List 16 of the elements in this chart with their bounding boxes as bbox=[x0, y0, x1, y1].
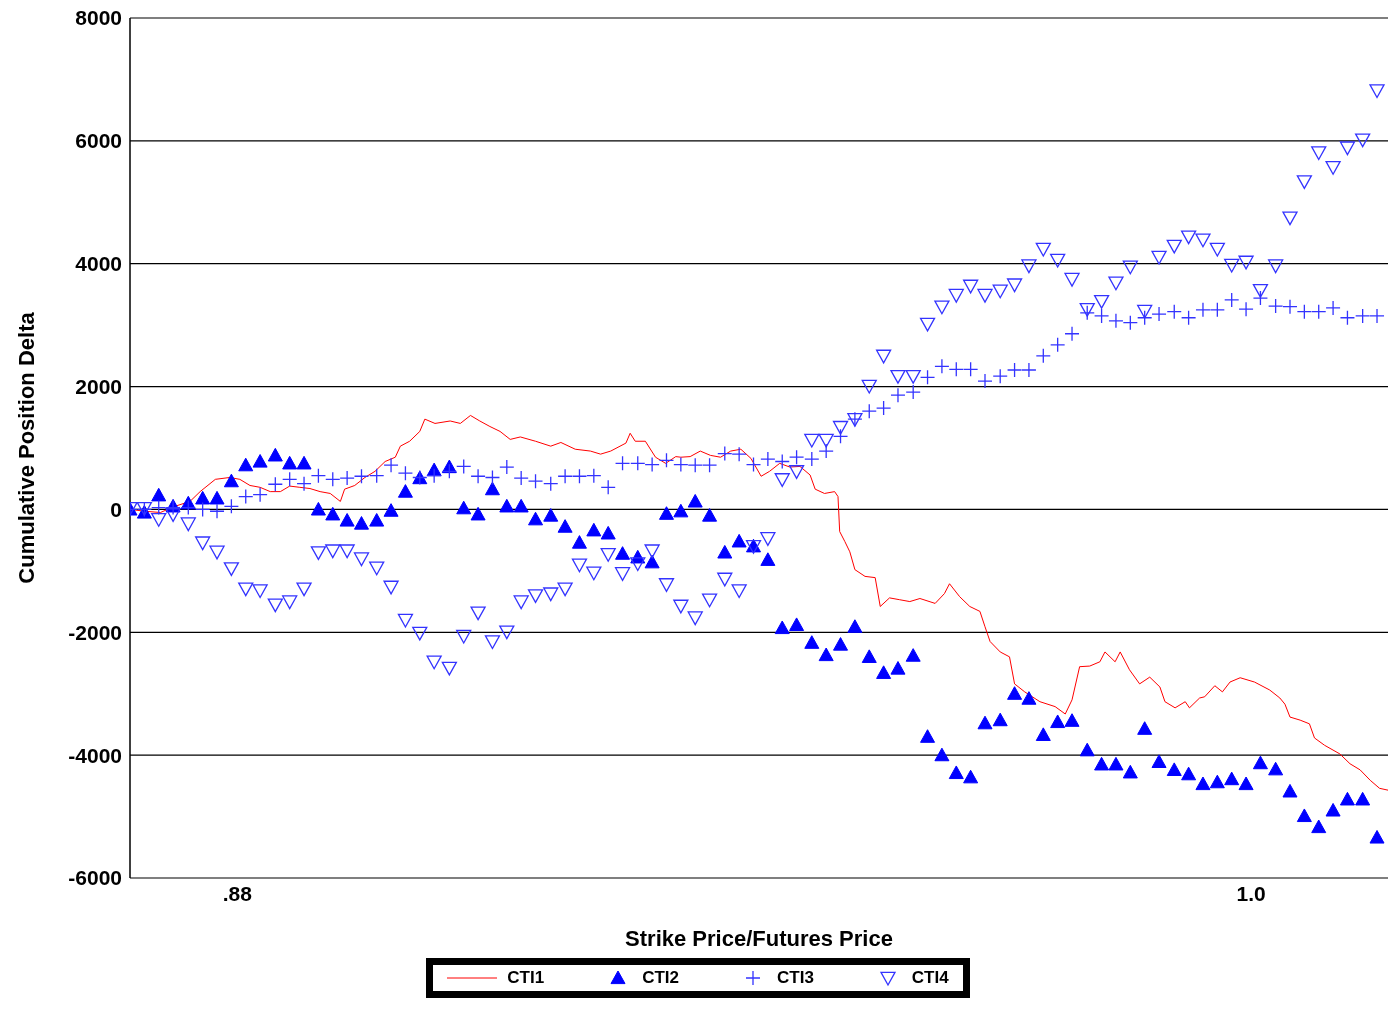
x-tick-label: 1.0 bbox=[1236, 881, 1266, 905]
legend-label: CTI3 bbox=[777, 968, 814, 988]
y-axis-title: Cumulative Position Delta bbox=[13, 311, 39, 584]
x-axis-title: Strike Price/Futures Price bbox=[625, 926, 893, 951]
y-tick-label: 0 bbox=[110, 497, 122, 521]
legend-label: CTI1 bbox=[507, 968, 545, 988]
y-tick-label: -2000 bbox=[68, 620, 122, 644]
legend-label: CTI4 bbox=[911, 968, 949, 988]
y-tick-label: 6000 bbox=[75, 129, 122, 153]
y-tick-label: -4000 bbox=[68, 743, 122, 767]
y-tick-label: -6000 bbox=[68, 866, 122, 890]
y-tick-label: 2000 bbox=[75, 375, 122, 399]
legend-label: CTI2 bbox=[642, 968, 679, 988]
y-tick-label: 8000 bbox=[75, 6, 122, 30]
y-tick-label: 4000 bbox=[75, 252, 122, 276]
x-tick-label: .88 bbox=[222, 881, 253, 905]
